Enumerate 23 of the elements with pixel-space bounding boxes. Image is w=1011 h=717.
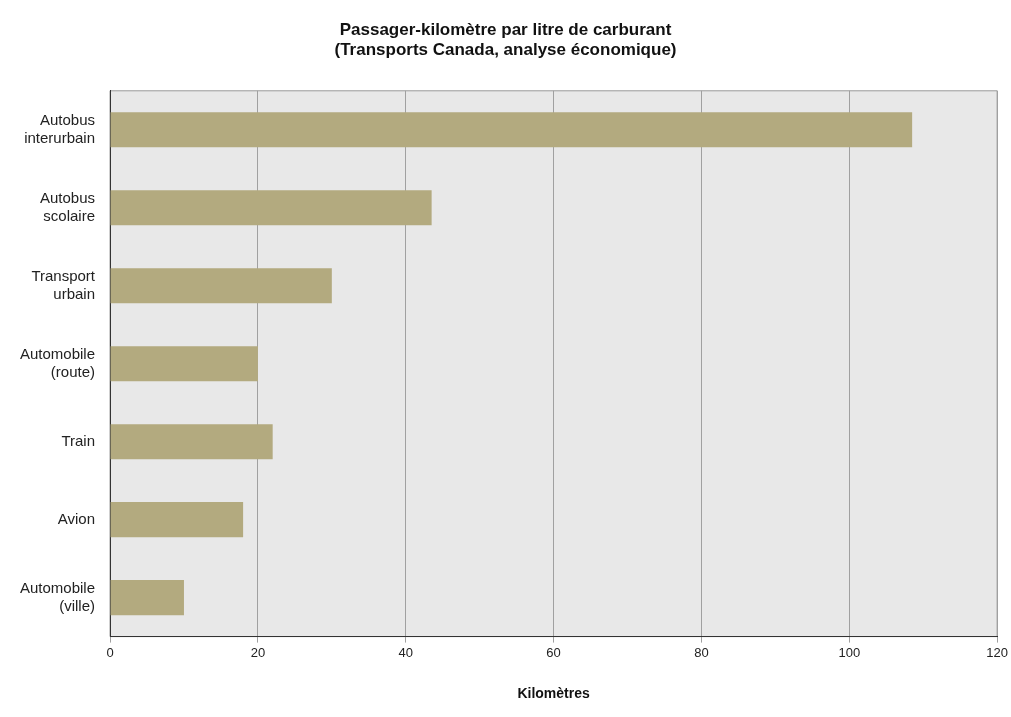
bar <box>110 190 432 226</box>
y-tick-label: Transport urbain <box>31 266 96 302</box>
y-tick-label: Autobus scolaire <box>40 188 96 224</box>
bar <box>110 112 913 148</box>
x-tick-label: 60 <box>546 644 561 660</box>
x-tick-label: 0 <box>106 644 114 660</box>
x-tick-label: 100 <box>838 644 861 660</box>
y-tick-label: Automobile (ville) <box>20 578 96 614</box>
y-tick-label: Automobile (route) <box>20 344 96 380</box>
y-tick-label: Avion <box>57 509 96 527</box>
y-tick-label: Train <box>61 431 96 449</box>
bar <box>110 268 332 304</box>
x-axis-title: Kilomètres <box>517 685 590 702</box>
bar <box>110 424 273 460</box>
x-tick-label: 20 <box>250 644 266 660</box>
x-tick-label: 40 <box>398 644 413 660</box>
bar <box>110 346 258 382</box>
y-tick-label: Autobus interurbain <box>24 110 96 146</box>
bar <box>110 580 184 616</box>
chart-title: Passager-kilomètre par litre de carburant (Transports Canada, analyse économique) <box>334 19 677 60</box>
bar <box>110 502 244 538</box>
x-tick-label: 80 <box>694 644 709 660</box>
x-tick-label: 120 <box>986 644 1009 660</box>
